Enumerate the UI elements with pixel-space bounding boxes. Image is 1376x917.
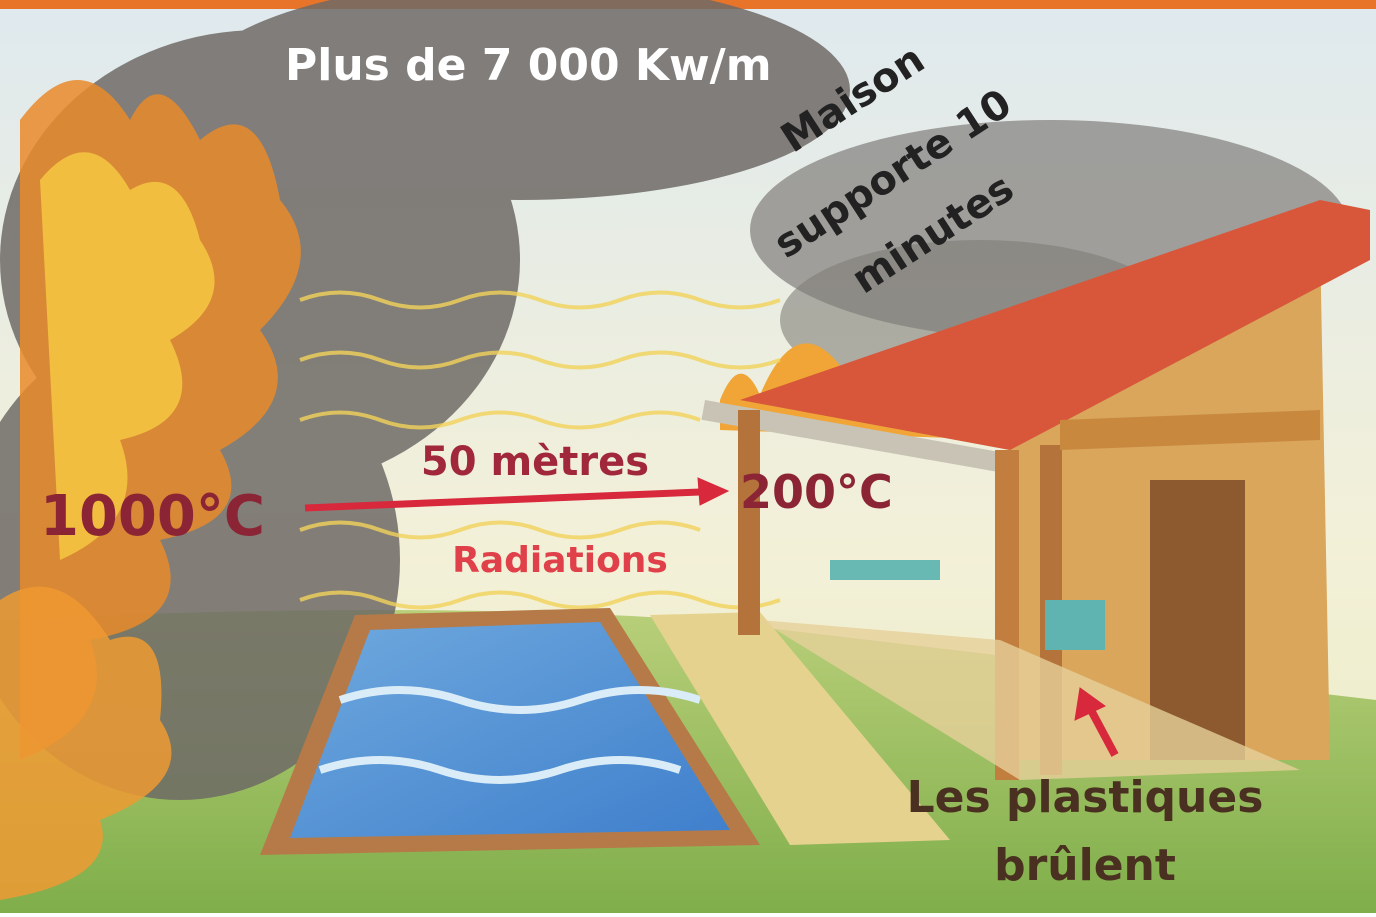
heat-flux-label: Plus de 7 000 Kw/m [285, 40, 772, 91]
plastics-label-line: brûlent [994, 840, 1176, 891]
illustration: Plus de 7 000 Kw/m Maison supporte 10 mi… [0, 0, 1376, 913]
house-temperature: 200°C [740, 465, 893, 519]
page: Plus de 7 000 Kw/m Maison supporte 10 mi… [0, 0, 1376, 913]
fire-temperature: 1000°C [40, 484, 265, 549]
radiations-label: Radiations [452, 540, 668, 581]
plastics-label-line: Les plastiques [907, 772, 1264, 823]
distance-label: 50 mètres [421, 439, 649, 485]
